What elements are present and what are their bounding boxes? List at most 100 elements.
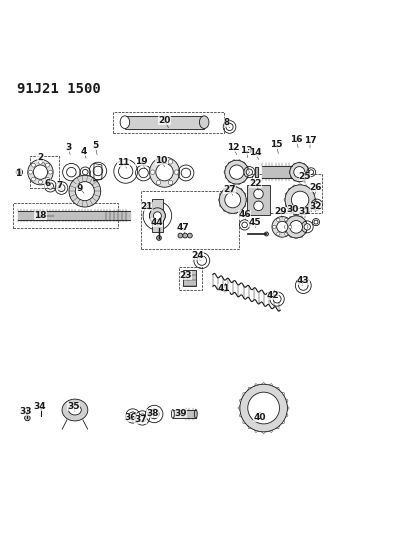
Circle shape <box>272 295 280 303</box>
Text: 35: 35 <box>67 401 79 410</box>
Text: 23: 23 <box>179 271 192 280</box>
Bar <box>125 116 204 128</box>
Circle shape <box>229 165 243 179</box>
Circle shape <box>276 219 279 222</box>
Text: 16: 16 <box>289 135 302 144</box>
Bar <box>251 174 322 213</box>
Text: 36: 36 <box>124 413 136 422</box>
Circle shape <box>276 221 287 232</box>
Circle shape <box>28 159 53 185</box>
Circle shape <box>174 170 178 174</box>
Ellipse shape <box>120 116 129 128</box>
Circle shape <box>303 224 310 230</box>
Text: 1: 1 <box>16 169 22 178</box>
Circle shape <box>224 192 240 208</box>
Text: 14: 14 <box>249 148 261 157</box>
Circle shape <box>16 169 22 175</box>
Circle shape <box>284 219 287 222</box>
Circle shape <box>187 233 192 238</box>
Circle shape <box>149 208 165 224</box>
Circle shape <box>241 222 247 228</box>
Circle shape <box>31 177 35 181</box>
Text: 41: 41 <box>217 284 230 293</box>
Circle shape <box>298 281 307 290</box>
Circle shape <box>24 415 30 421</box>
Bar <box>172 410 195 418</box>
Circle shape <box>219 187 245 213</box>
Text: 3: 3 <box>65 143 71 152</box>
Text: 33: 33 <box>20 407 32 416</box>
Text: 45: 45 <box>247 219 260 228</box>
Circle shape <box>48 170 52 174</box>
Circle shape <box>168 180 172 184</box>
Text: 22: 22 <box>249 179 261 188</box>
Circle shape <box>239 384 287 432</box>
Circle shape <box>271 216 292 237</box>
Circle shape <box>138 414 146 422</box>
Text: 13: 13 <box>240 146 252 155</box>
Circle shape <box>291 191 308 208</box>
Text: 15: 15 <box>269 140 282 149</box>
Circle shape <box>289 163 308 182</box>
Text: 20: 20 <box>158 116 170 125</box>
Ellipse shape <box>69 405 81 415</box>
Text: 2: 2 <box>37 153 43 162</box>
Circle shape <box>253 189 263 199</box>
Circle shape <box>247 392 279 424</box>
Circle shape <box>67 167 76 177</box>
Bar <box>140 191 239 249</box>
Circle shape <box>156 159 160 164</box>
Circle shape <box>225 123 233 131</box>
Circle shape <box>33 165 47 179</box>
Bar <box>246 185 270 215</box>
Circle shape <box>47 183 53 189</box>
Text: 40: 40 <box>253 414 265 423</box>
Circle shape <box>289 221 302 233</box>
Circle shape <box>293 167 304 177</box>
Circle shape <box>138 168 148 177</box>
Text: 37: 37 <box>134 415 147 424</box>
Circle shape <box>58 184 65 191</box>
Circle shape <box>45 163 49 167</box>
Ellipse shape <box>194 410 197 418</box>
Text: 21: 21 <box>140 201 152 211</box>
Circle shape <box>129 412 136 420</box>
Circle shape <box>284 232 287 236</box>
Text: 26: 26 <box>309 183 322 192</box>
Text: 25: 25 <box>298 172 310 181</box>
Text: 8: 8 <box>223 118 229 127</box>
Ellipse shape <box>171 410 174 418</box>
Text: 4: 4 <box>81 147 87 156</box>
Circle shape <box>149 409 158 419</box>
Text: 46: 46 <box>238 209 250 219</box>
Bar <box>13 203 117 228</box>
Text: 34: 34 <box>33 401 45 410</box>
Ellipse shape <box>199 116 209 128</box>
Circle shape <box>313 201 319 208</box>
Bar <box>183 270 195 286</box>
Circle shape <box>253 201 263 211</box>
Text: 91J21 1500: 91J21 1500 <box>16 82 100 96</box>
Circle shape <box>313 220 317 224</box>
Text: 11: 11 <box>117 158 130 167</box>
Circle shape <box>256 401 270 415</box>
Circle shape <box>308 170 313 174</box>
Circle shape <box>45 177 49 181</box>
Text: 10: 10 <box>155 156 167 165</box>
Circle shape <box>181 168 190 177</box>
Circle shape <box>156 164 173 181</box>
Circle shape <box>118 164 132 179</box>
Circle shape <box>168 159 172 164</box>
Circle shape <box>284 216 306 238</box>
Ellipse shape <box>62 399 87 421</box>
Text: 31: 31 <box>298 207 310 216</box>
Bar <box>179 267 202 290</box>
Text: 9: 9 <box>76 183 82 192</box>
Circle shape <box>31 163 35 167</box>
Circle shape <box>178 233 182 238</box>
Circle shape <box>149 208 165 224</box>
Text: 24: 24 <box>191 251 204 260</box>
Bar <box>113 112 223 133</box>
Circle shape <box>38 180 42 184</box>
Circle shape <box>224 160 248 184</box>
